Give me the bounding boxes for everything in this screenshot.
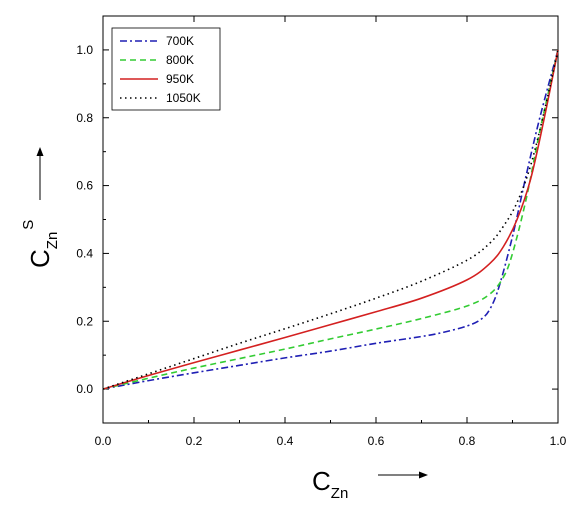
series-line-800k [102,49,559,390]
y-tick-label: 0.8 [76,111,93,125]
x-tick-label: 0.4 [277,434,294,448]
svg-text:CZn: CZn [312,466,348,502]
legend-label-1050k: 1050K [166,91,201,105]
x-tick-label: 0.6 [368,434,385,448]
y-tick-label: 1.0 [76,43,93,57]
x-axis-arrow-head [419,471,428,479]
series-line-1050k [102,49,559,390]
y-axis-title: CZn S [20,147,61,268]
x-tick-label: 1.0 [550,434,567,448]
x-axis-title: CZn [312,466,428,502]
legend: 700K 800K 950K 1050K [111,27,221,111]
series-line-950k [102,49,559,390]
x-axis-title-main: C [312,466,331,496]
y-axis-title-main: C [25,249,55,268]
y-tick-label: 0.2 [76,314,93,328]
y-axis-title-sub: Zn [44,232,61,250]
svg-text:CZnS: CZn S [20,220,61,268]
y-tick-label: 0.4 [76,246,93,260]
x-tick-label: 0.0 [95,434,112,448]
legend-label-700k: 700K [166,34,194,48]
x-tick-label: 0.2 [186,434,203,448]
x-axis-title-sub: Zn [331,485,349,502]
legend-label-800k: 800K [166,53,194,67]
y-axis-arrow-head [36,147,44,156]
y-axis-title-sup: S [20,220,37,230]
y-tick-label: 0.0 [76,382,93,396]
series-layer [102,49,559,390]
x-tick-label: 0.8 [459,434,476,448]
axis-ticks: 0.0 0.2 0.4 0.6 0.8 1.0 0.0 0.2 0.4 0.6 0.8 1.0 [76,15,567,448]
y-tick-label: 0.6 [76,179,93,193]
legend-label-950k: 950K [166,72,194,86]
series-line-700k [102,49,559,390]
